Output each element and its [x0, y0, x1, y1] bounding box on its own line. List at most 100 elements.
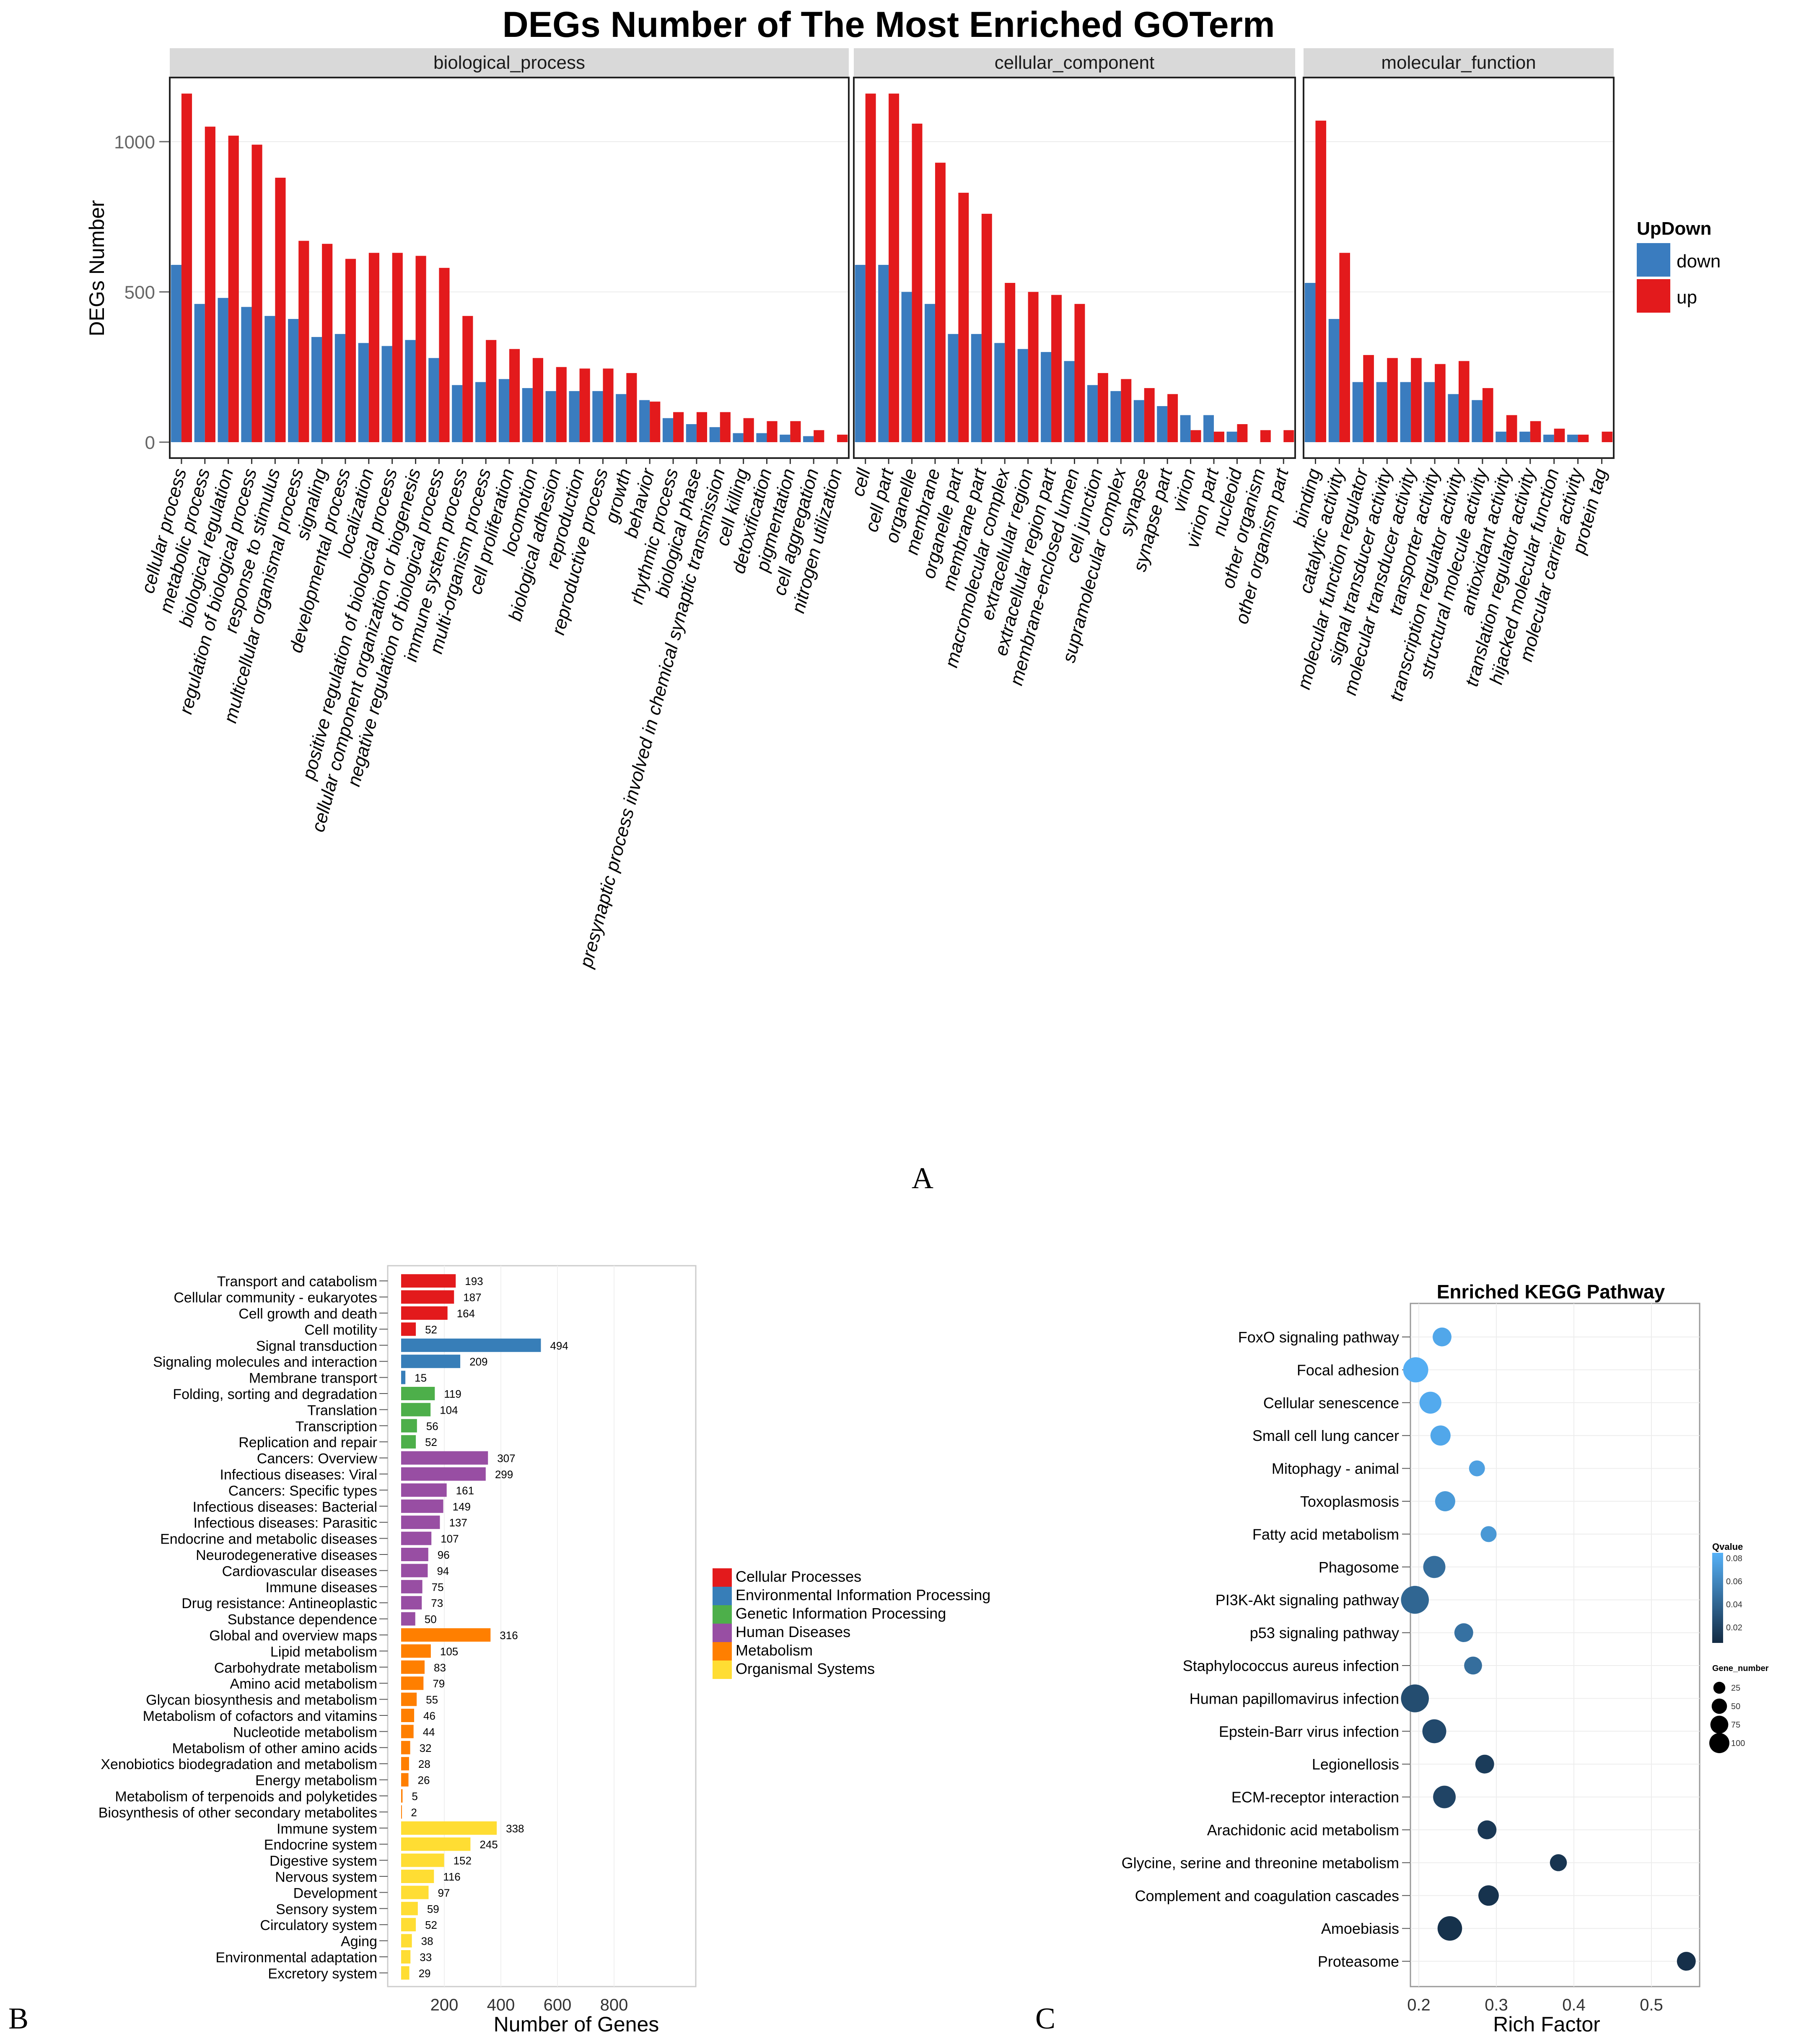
bar-b: [401, 1805, 402, 1819]
y-tick-label-c: Proteasome: [1318, 1953, 1399, 1970]
panel-letter-a: A: [912, 1161, 933, 1195]
bar-down: [878, 264, 889, 442]
bar-down: [1352, 382, 1363, 442]
y-tick-label-b: Excretory system: [268, 1966, 377, 1982]
legend-label-b: Cellular Processes: [736, 1568, 861, 1585]
bar-up: [720, 412, 731, 442]
y-tick-label-b: Biosynthesis of other secondary metaboli…: [98, 1805, 377, 1821]
bar-b: [401, 1338, 541, 1352]
bar-b: [401, 1741, 410, 1754]
bar-value-label-b: 105: [440, 1645, 458, 1658]
bar-down: [1087, 385, 1098, 442]
size-legend-key-c: [1709, 1733, 1729, 1753]
bubble-c: [1430, 1425, 1451, 1446]
legend-label-b: Genetic Information Processing: [736, 1605, 946, 1622]
bar-up: [1237, 424, 1248, 442]
bar-b: [401, 1918, 416, 1932]
bar-b: [401, 1870, 434, 1883]
y-tick-label-c: Mitophagy - animal: [1272, 1460, 1399, 1477]
chart-title-a: DEGs Number of The Most Enriched GOTerm: [503, 5, 1275, 45]
bar-b: [401, 1934, 412, 1948]
bar-up: [889, 93, 899, 442]
bar-down: [1448, 394, 1459, 442]
bar-value-label-b: 164: [457, 1307, 475, 1320]
bar-b: [401, 1467, 486, 1481]
bar-down: [756, 433, 767, 442]
bar-down: [803, 436, 814, 442]
bar-down: [639, 400, 650, 442]
bar-value-label-b: 44: [423, 1725, 435, 1738]
y-tick-label-b: Transcription: [295, 1419, 377, 1435]
bar-up: [486, 340, 497, 442]
x-tick-label-b: 200: [430, 1996, 459, 2014]
bubble-c: [1403, 1357, 1428, 1383]
bar-value-label-b: 75: [432, 1581, 444, 1593]
bar-up: [1121, 379, 1132, 442]
y-tick-label-c: Phagosome: [1319, 1559, 1399, 1576]
bar-down: [288, 319, 299, 442]
bar-b: [401, 1419, 417, 1433]
bar-up: [935, 163, 946, 442]
bar-b: [401, 1966, 410, 1980]
y-tick-label-b: Cancers: Specific types: [228, 1483, 377, 1499]
panel-letter-c: C: [1035, 2002, 1056, 2035]
size-legend-key-c: [1713, 1681, 1726, 1694]
facet-strip: [1304, 48, 1614, 77]
facet-strip: [854, 48, 1295, 77]
bar-value-label-b: 50: [425, 1613, 437, 1626]
bubble-c: [1433, 1785, 1456, 1808]
colorbar-tick-label-c: 0.08: [1726, 1554, 1742, 1563]
bar-up: [743, 418, 754, 442]
bar-down: [1400, 382, 1411, 442]
bar-b: [401, 1531, 432, 1545]
y-tick-label-c: Toxoplasmosis: [1300, 1493, 1399, 1510]
bar-down: [241, 307, 252, 442]
y-tick-label-b: Signaling molecules and interaction: [153, 1354, 377, 1370]
bar-up: [345, 259, 356, 442]
size-legend-label-c: 100: [1731, 1739, 1745, 1748]
bubble-c: [1419, 1391, 1441, 1414]
x-tick-label-b: 400: [487, 1996, 515, 2014]
bar-value-label-b: 96: [438, 1549, 450, 1561]
x-tick-label-b: 800: [600, 1996, 628, 2014]
bar-up: [368, 253, 379, 442]
bar-down: [1519, 431, 1530, 442]
legend-label-b: Human Diseases: [736, 1623, 850, 1640]
bar-value-label-b: 209: [469, 1355, 487, 1368]
bar-b: [401, 1403, 431, 1417]
bar-value-label-b: 38: [421, 1935, 433, 1948]
colorbar-tick-label-c: 0.06: [1726, 1577, 1742, 1586]
bar-up: [1074, 304, 1085, 442]
facet-strip-label: biological_process: [433, 52, 585, 73]
bar-down: [1064, 361, 1075, 442]
bubble-c: [1475, 1754, 1494, 1774]
size-legend-title-c: Gene_number: [1712, 1664, 1769, 1673]
y-tick-label-b: Digestive system: [270, 1853, 377, 1869]
bar-up: [1363, 355, 1374, 442]
bar-up: [1459, 361, 1470, 442]
bar-value-label-b: 52: [425, 1919, 437, 1931]
facet-strip-label: cellular_component: [995, 52, 1155, 73]
bar-down: [948, 334, 959, 442]
bar-b: [401, 1548, 428, 1561]
bar-up: [415, 256, 426, 442]
bar-b: [401, 1950, 411, 1964]
bar-down: [475, 382, 486, 442]
bar-up: [673, 412, 684, 442]
bar-b: [401, 1757, 409, 1771]
bar-down: [1496, 431, 1506, 442]
bar-up: [579, 368, 590, 442]
bar-b: [401, 1773, 409, 1787]
bar-up: [1260, 430, 1271, 442]
bar-value-label-b: 79: [433, 1677, 445, 1690]
y-tick-label-b: Global and overview maps: [209, 1628, 377, 1644]
bar-up: [1028, 292, 1039, 442]
facet-strip-label: molecular_function: [1381, 52, 1536, 73]
bar-b: [401, 1274, 456, 1288]
bar-down: [925, 304, 935, 442]
bar-down: [1041, 352, 1052, 442]
y-tick-label-b: Lipid metabolism: [270, 1644, 377, 1660]
y-tick-label-c: Staphylococcus aureus infection: [1183, 1657, 1399, 1674]
bar-b: [401, 1290, 454, 1304]
bar-down: [405, 340, 416, 442]
